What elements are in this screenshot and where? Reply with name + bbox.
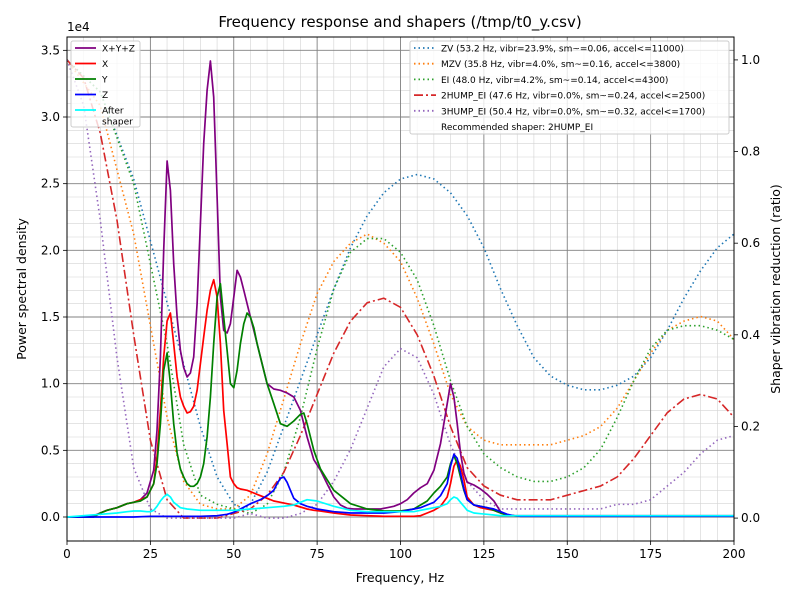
legend-label-line: After: [102, 107, 124, 117]
legend-label-line: shaper: [102, 118, 133, 128]
legend-label-z: Z: [102, 91, 108, 101]
legend-label-x-y-z: X+Y+Z: [102, 45, 135, 55]
legend-psd-frame: [70, 40, 141, 128]
x-axis-ticks: 0 25 50 75 100 125 150 175 200: [63, 541, 745, 561]
legend-shapers-frame: [409, 40, 730, 135]
y2-tick-label: 0.4: [741, 328, 760, 342]
y-tick-label: 2.5: [41, 177, 60, 191]
legend-label-mzv: MZV (35.8 Hz, vibr=4.0%, sm~=0.16, accel…: [441, 60, 680, 70]
legend-label-x: X: [102, 60, 108, 70]
shaper-line-mzv: [67, 59, 734, 510]
x-tick-label: 100: [389, 547, 412, 561]
legend-label-after-shaper: After shaper: [102, 107, 133, 128]
y2-tick-label: 1.0: [741, 53, 760, 67]
y2-tick-label: 0.6: [741, 236, 760, 250]
y-axis-exponent: 1e4: [67, 20, 90, 34]
legend-psd: X+Y+Z XYZ After shaper: [70, 40, 141, 128]
x-tick-label: 0: [63, 547, 71, 561]
x-tick-label: 200: [723, 547, 746, 561]
x-tick-label: 150: [556, 547, 579, 561]
legend-label-3hump-ei: 3HUMP_EI (50.4 Hz, vibr=0.0%, sm~=0.32, …: [441, 107, 705, 117]
legend-label-line: X: [102, 60, 108, 70]
y-axis-label: Power spectral density: [14, 218, 29, 360]
y2-axis-ticks: 0.0 0.2 0.4 0.6 0.8 1.0: [734, 53, 760, 525]
y-tick-label: 1.0: [41, 377, 60, 391]
x-tick-label: 75: [309, 547, 324, 561]
legend-shapers: ZV (53.2 Hz, vibr=23.9%, sm~=0.06, accel…: [409, 40, 730, 135]
y-tick-label: 0.0: [41, 510, 60, 524]
psd-lines: [67, 60, 734, 518]
legend-label-ei: EI (48.0 Hz, vibr=4.2%, sm~=0.14, accel<…: [441, 76, 668, 86]
y2-tick-label: 0.0: [741, 511, 760, 525]
x-tick-label: 50: [226, 547, 241, 561]
shaper-line-ei: [67, 59, 734, 515]
psd-line-x: [67, 278, 734, 518]
y-tick-label: 0.5: [41, 443, 60, 457]
shaper-line-zv: [67, 59, 734, 510]
x-tick-label: 175: [639, 547, 662, 561]
y2-tick-label: 0.2: [741, 419, 760, 433]
psd-line-x-y-z: [67, 60, 734, 518]
y-tick-label: 2.0: [41, 243, 60, 257]
x-axis-label: Frequency, Hz: [356, 570, 445, 585]
shaper-line-2hump-ei: [67, 59, 734, 519]
psd-line-after-shaper: [67, 493, 734, 518]
legend-label-zv: ZV (53.2 Hz, vibr=23.9%, sm~=0.06, accel…: [441, 45, 684, 55]
y2-tick-label: 0.8: [741, 145, 760, 159]
y2-axis-label: Shaper vibration reduction (ratio): [768, 184, 783, 394]
y-tick-label: 1.5: [41, 310, 60, 324]
y-tick-label: 3.5: [41, 43, 60, 57]
x-tick-label: 125: [472, 547, 495, 561]
shaper-line-3hump-ei: [67, 59, 734, 519]
x-tick-label: 25: [143, 547, 158, 561]
recommended-shaper-note: Recommended shaper: 2HUMP_EI: [441, 123, 593, 133]
legend-label-2hump-ei: 2HUMP_EI (47.6 Hz, vibr=0.0%, sm~=0.24, …: [441, 92, 705, 102]
y-axis-ticks: 0.0 0.5 1.0 1.5 2.0 2.5 3.0 3.5: [41, 43, 67, 524]
legend-label-line: Y: [101, 76, 108, 86]
legend-label-line: X+Y+Z: [102, 45, 135, 55]
chart-title: Frequency response and shapers (/tmp/t0_…: [218, 13, 581, 32]
legend-label-y: Y: [101, 76, 108, 86]
shaper-lines: [67, 59, 734, 519]
y-tick-label: 3.0: [41, 110, 60, 124]
legend-label-line: Z: [102, 91, 108, 101]
